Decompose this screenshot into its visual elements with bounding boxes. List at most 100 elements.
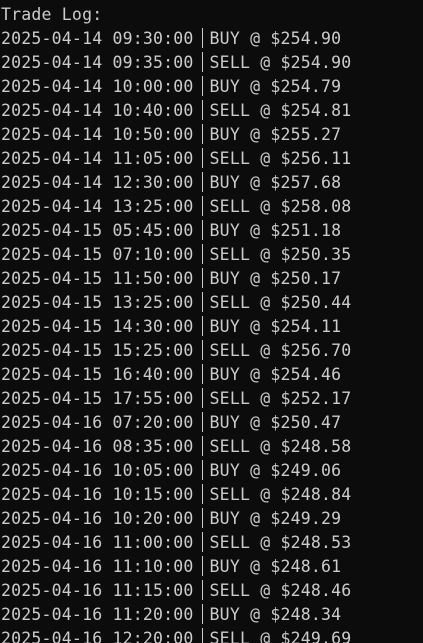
trade-action: BUY @ $257.68 (209, 173, 342, 192)
trade-log-row: 2025-04-16 11:00:00 SELL @ $248.53 (1, 531, 423, 555)
trade-log-row: 2025-04-14 10:50:00 BUY @ $255.27 (1, 123, 423, 147)
trade-timestamp: 2025-04-15 15:25:00 (1, 341, 194, 360)
trade-timestamp: 2025-04-14 11:05:00 (1, 149, 194, 168)
trade-log-row: 2025-04-15 16:40:00 BUY @ $254.46 (1, 363, 423, 387)
trade-log-row: 2025-04-16 07:20:00 BUY @ $250.47 (1, 411, 423, 435)
column-separator (201, 484, 203, 504)
trade-timestamp: 2025-04-14 13:25:00 (1, 197, 194, 216)
column-separator (201, 28, 203, 48)
trade-action: SELL @ $250.35 (209, 245, 352, 264)
column-separator (201, 292, 203, 312)
trade-action: SELL @ $250.44 (209, 293, 352, 312)
trade-log-row: 2025-04-15 05:45:00 BUY @ $251.18 (1, 219, 423, 243)
column-separator (201, 604, 203, 624)
trade-log-row: 2025-04-15 07:10:00 SELL @ $250.35 (1, 243, 423, 267)
trade-timestamp: 2025-04-16 08:35:00 (1, 437, 194, 456)
column-separator (201, 556, 203, 576)
column-separator (201, 124, 203, 144)
trade-action: SELL @ $249.69 (209, 629, 352, 643)
column-separator (201, 244, 203, 264)
trade-action: SELL @ $248.53 (209, 533, 352, 552)
column-separator (201, 52, 203, 72)
trade-log-row: 2025-04-16 08:35:00 SELL @ $248.58 (1, 435, 423, 459)
column-separator (201, 532, 203, 552)
column-separator (201, 148, 203, 168)
trade-timestamp: 2025-04-14 12:30:00 (1, 173, 194, 192)
trade-log-row: 2025-04-14 10:40:00 SELL @ $254.81 (1, 99, 423, 123)
trade-action: SELL @ $248.46 (209, 581, 352, 600)
trade-log-heading: Trade Log: (1, 5, 103, 24)
trade-log-row: 2025-04-16 10:15:00 SELL @ $248.84 (1, 483, 423, 507)
trade-action: SELL @ $258.08 (209, 197, 352, 216)
column-separator (201, 388, 203, 408)
column-separator (201, 316, 203, 336)
trade-timestamp: 2025-04-15 05:45:00 (1, 221, 194, 240)
trade-log-row: 2025-04-14 11:05:00 SELL @ $256.11 (1, 147, 423, 171)
column-separator (201, 76, 203, 96)
trade-timestamp: 2025-04-14 09:35:00 (1, 53, 194, 72)
trade-action: BUY @ $249.06 (209, 461, 342, 480)
trade-action: BUY @ $254.90 (209, 29, 342, 48)
trade-action: BUY @ $249.29 (209, 509, 342, 528)
trade-action: BUY @ $250.17 (209, 269, 342, 288)
trade-timestamp: 2025-04-16 10:05:00 (1, 461, 194, 480)
trade-timestamp: 2025-04-16 07:20:00 (1, 413, 194, 432)
trade-action: BUY @ $254.46 (209, 365, 342, 384)
trade-log-row: 2025-04-15 15:25:00 SELL @ $256.70 (1, 339, 423, 363)
trade-action: BUY @ $254.11 (209, 317, 342, 336)
trade-log-row: 2025-04-16 12:20:00 SELL @ $249.69 (1, 627, 423, 643)
trade-action: BUY @ $254.79 (209, 77, 342, 96)
trade-timestamp: 2025-04-14 10:00:00 (1, 77, 194, 96)
trade-timestamp: 2025-04-16 11:00:00 (1, 533, 194, 552)
trade-log-row: 2025-04-14 12:30:00 BUY @ $257.68 (1, 171, 423, 195)
trade-log-list: 2025-04-14 09:30:00 BUY @ $254.90 2025-04-… (1, 27, 423, 643)
trade-timestamp: 2025-04-16 11:10:00 (1, 557, 194, 576)
trade-timestamp: 2025-04-14 10:40:00 (1, 101, 194, 120)
trade-timestamp: 2025-04-16 11:20:00 (1, 605, 194, 624)
trade-action: BUY @ $251.18 (209, 221, 342, 240)
trade-log-row: 2025-04-16 11:15:00 SELL @ $248.46 (1, 579, 423, 603)
trade-action: SELL @ $248.84 (209, 485, 352, 504)
trade-action: BUY @ $250.47 (209, 413, 342, 432)
trade-timestamp: 2025-04-15 07:10:00 (1, 245, 194, 264)
trade-action: SELL @ $256.11 (209, 149, 352, 168)
trade-action: SELL @ $256.70 (209, 341, 352, 360)
trade-action: BUY @ $255.27 (209, 125, 342, 144)
column-separator (201, 508, 203, 528)
column-separator (201, 460, 203, 480)
trade-timestamp: 2025-04-15 17:55:00 (1, 389, 194, 408)
trade-timestamp: 2025-04-15 13:25:00 (1, 293, 194, 312)
trade-timestamp: 2025-04-15 14:30:00 (1, 317, 194, 336)
trade-timestamp: 2025-04-15 16:40:00 (1, 365, 194, 384)
trade-timestamp: 2025-04-16 10:20:00 (1, 509, 194, 528)
column-separator (201, 340, 203, 360)
column-separator (201, 412, 203, 432)
trade-log-row: 2025-04-15 14:30:00 BUY @ $254.11 (1, 315, 423, 339)
trade-timestamp: 2025-04-16 11:15:00 (1, 581, 194, 600)
trade-action: SELL @ $248.58 (209, 437, 352, 456)
column-separator (201, 580, 203, 600)
column-separator (201, 628, 203, 643)
column-separator (201, 172, 203, 192)
trade-log-row: 2025-04-14 13:25:00 SELL @ $258.08 (1, 195, 423, 219)
column-separator (201, 196, 203, 216)
trade-timestamp: 2025-04-16 10:15:00 (1, 485, 194, 504)
trade-action: BUY @ $248.34 (209, 605, 342, 624)
column-separator (201, 268, 203, 288)
trade-log-row: 2025-04-15 17:55:00 SELL @ $252.17 (1, 387, 423, 411)
trade-timestamp: 2025-04-14 09:30:00 (1, 29, 194, 48)
trade-action: SELL @ $254.81 (209, 101, 352, 120)
column-separator (201, 436, 203, 456)
trade-action: BUY @ $248.61 (209, 557, 342, 576)
trade-action: SELL @ $252.17 (209, 389, 352, 408)
trade-log-row: 2025-04-14 09:35:00 SELL @ $254.90 (1, 51, 423, 75)
column-separator (201, 364, 203, 384)
trade-log-row: 2025-04-15 11:50:00 BUY @ $250.17 (1, 267, 423, 291)
trade-action: SELL @ $254.90 (209, 53, 352, 72)
trade-log-row: 2025-04-16 10:05:00 BUY @ $249.06 (1, 459, 423, 483)
column-separator (201, 220, 203, 240)
trade-log-row: 2025-04-14 10:00:00 BUY @ $254.79 (1, 75, 423, 99)
trade-timestamp: 2025-04-15 11:50:00 (1, 269, 194, 288)
column-separator (201, 100, 203, 120)
